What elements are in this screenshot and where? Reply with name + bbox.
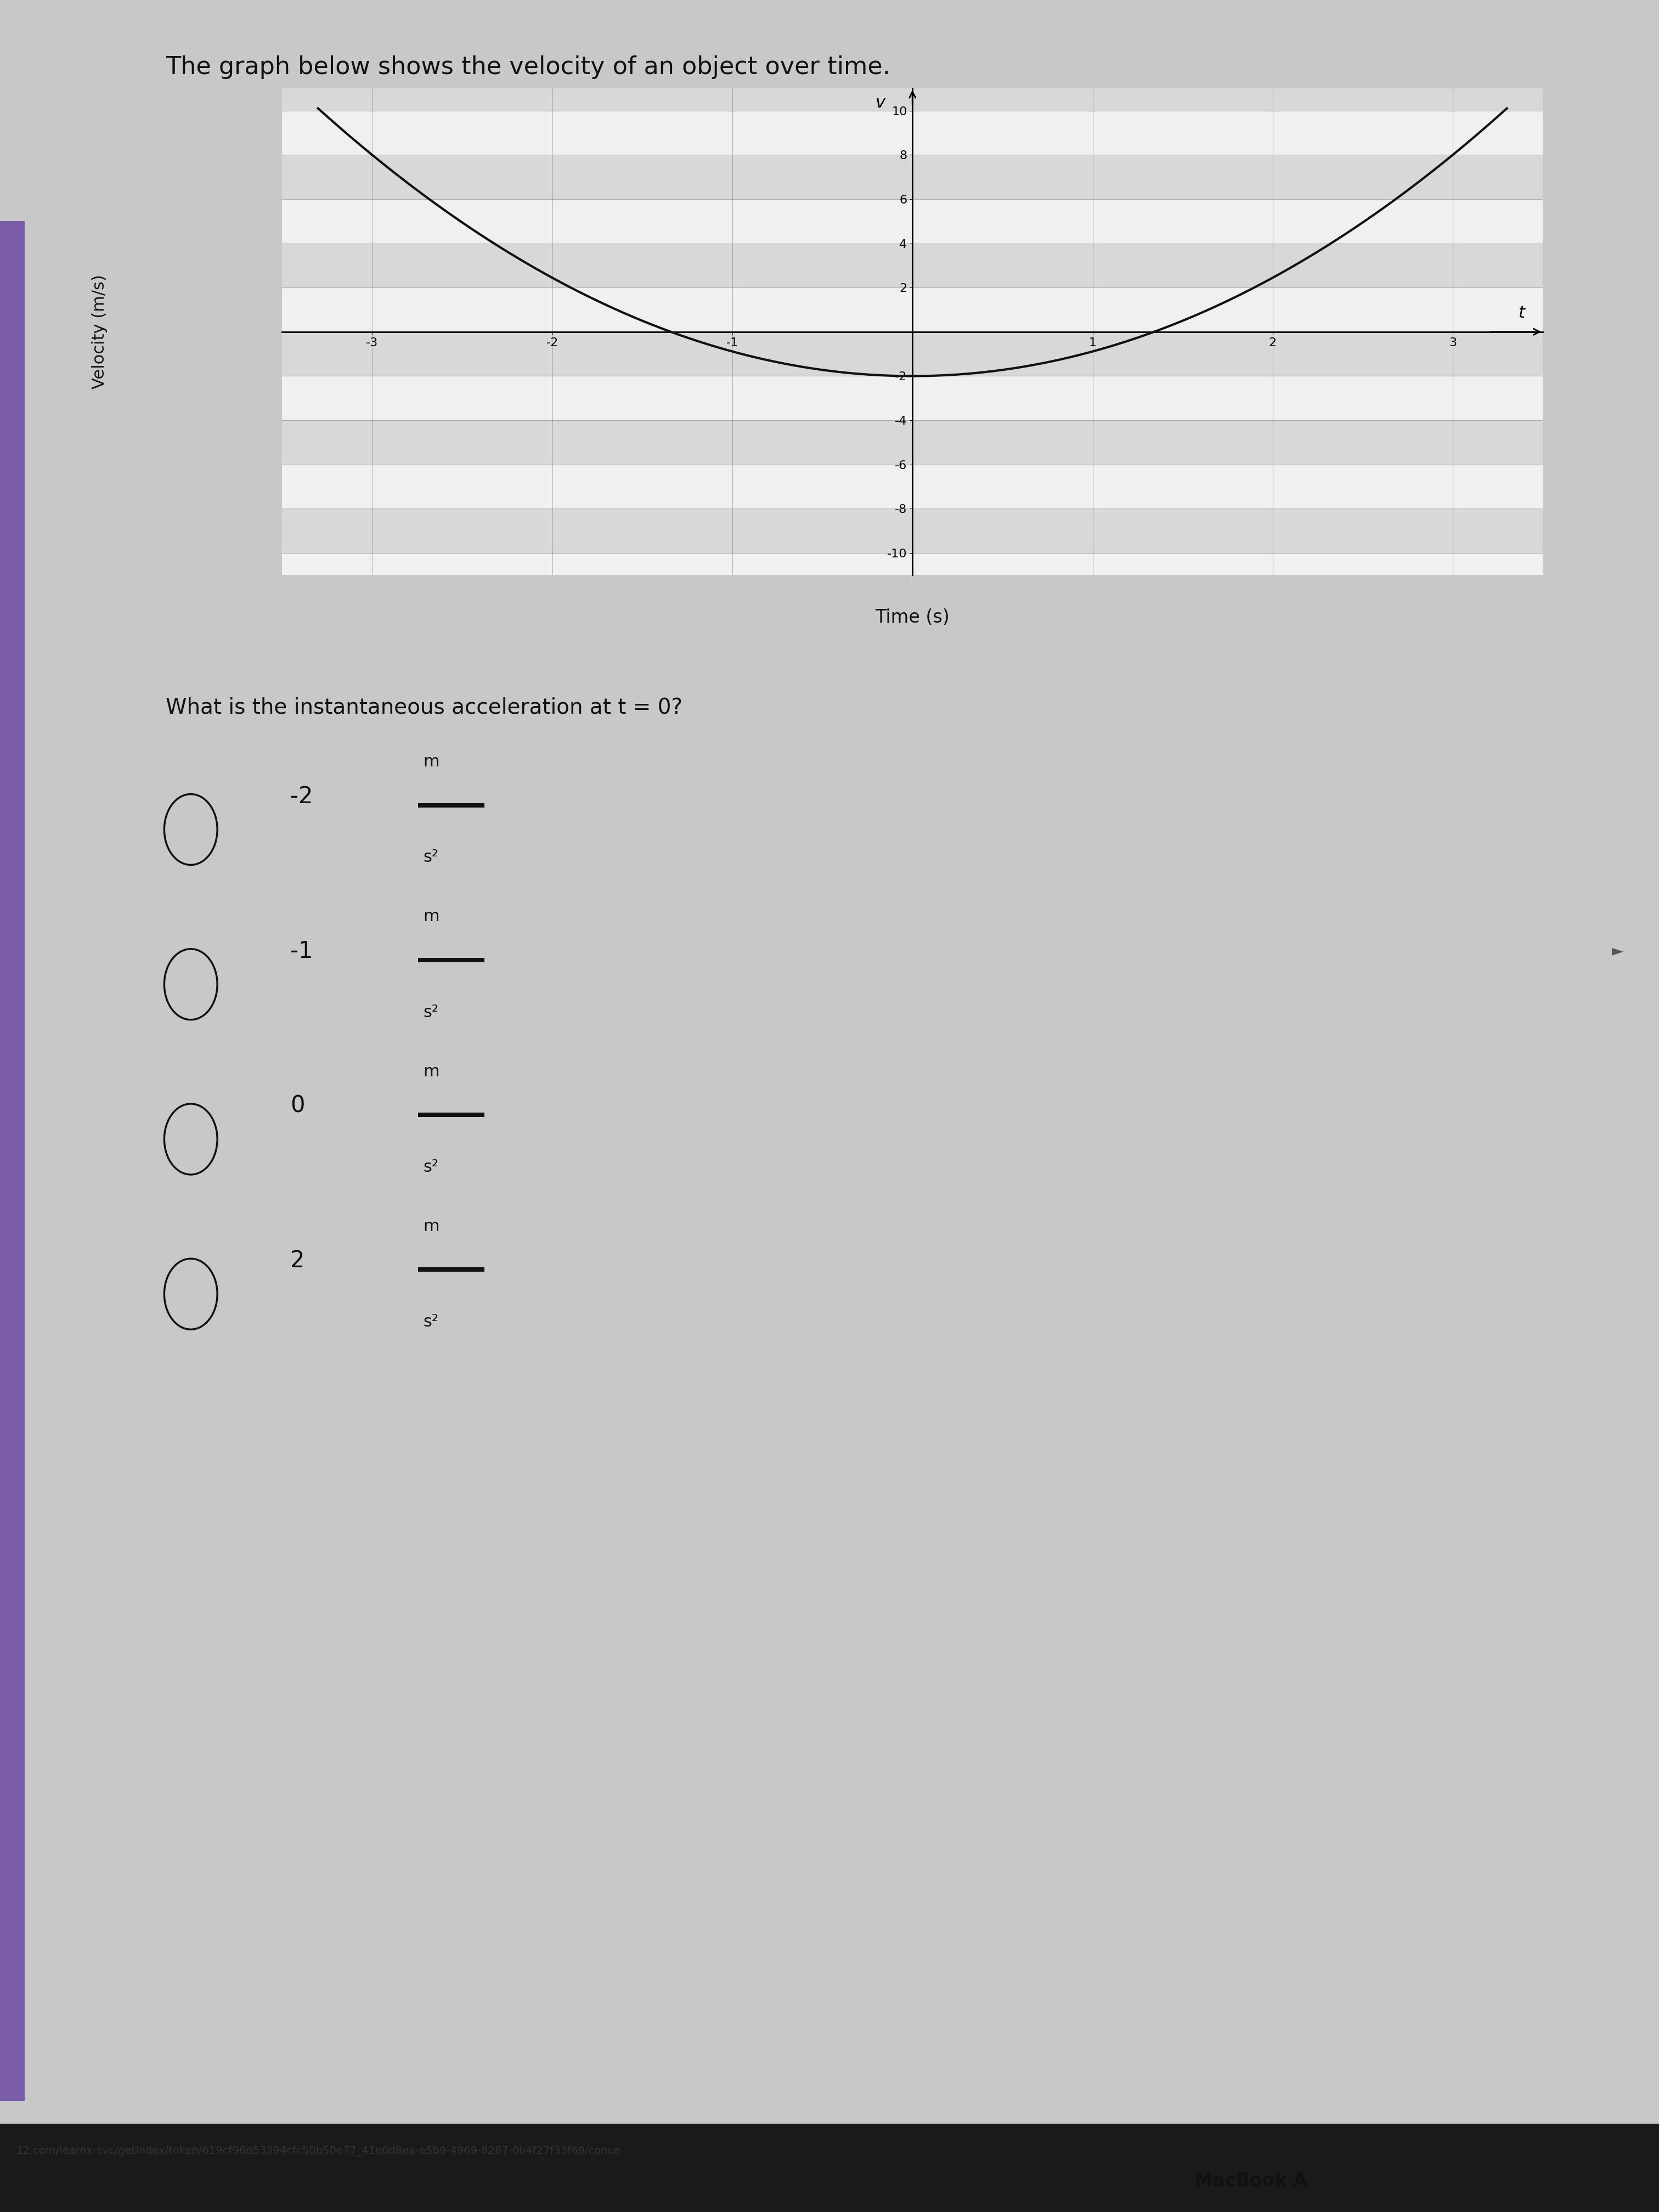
Bar bbox=[282, 288, 1543, 332]
Text: s²: s² bbox=[423, 1004, 438, 1020]
Bar bbox=[282, 243, 1543, 288]
Text: m: m bbox=[423, 909, 440, 925]
Bar bbox=[282, 509, 1543, 553]
Bar bbox=[282, 420, 1543, 465]
Text: 2: 2 bbox=[290, 1250, 305, 1272]
Bar bbox=[282, 88, 1543, 111]
Bar bbox=[282, 376, 1543, 420]
Text: MacBook A: MacBook A bbox=[1194, 2172, 1307, 2190]
Bar bbox=[282, 111, 1543, 155]
Text: s²: s² bbox=[423, 1159, 438, 1175]
Text: m: m bbox=[423, 754, 440, 770]
Bar bbox=[282, 332, 1543, 376]
Text: Time (s): Time (s) bbox=[876, 608, 949, 626]
Text: m: m bbox=[423, 1219, 440, 1234]
Text: 12.com/learnx-svc/getIndex/token/619cf96d53394cfc50b50e77_41e0d8ea-e5b9-4969-828: 12.com/learnx-svc/getIndex/token/619cf96… bbox=[17, 2146, 620, 2157]
Text: v: v bbox=[876, 95, 886, 111]
Bar bbox=[282, 465, 1543, 509]
Text: 0: 0 bbox=[290, 1095, 305, 1117]
Bar bbox=[282, 199, 1543, 243]
Bar bbox=[282, 155, 1543, 199]
Text: -1: -1 bbox=[290, 940, 314, 962]
Text: What is the instantaneous acceleration at t = 0?: What is the instantaneous acceleration a… bbox=[166, 697, 684, 717]
Text: s²: s² bbox=[423, 1314, 438, 1329]
Text: The graph below shows the velocity of an object over time.: The graph below shows the velocity of an… bbox=[166, 55, 891, 80]
Bar bbox=[282, 553, 1543, 575]
Text: Velocity (m/s): Velocity (m/s) bbox=[91, 274, 108, 389]
Text: t: t bbox=[1518, 305, 1525, 321]
Text: m: m bbox=[423, 1064, 440, 1079]
Text: ►: ► bbox=[1611, 945, 1624, 958]
Text: s²: s² bbox=[423, 849, 438, 865]
Text: -2: -2 bbox=[290, 785, 314, 807]
